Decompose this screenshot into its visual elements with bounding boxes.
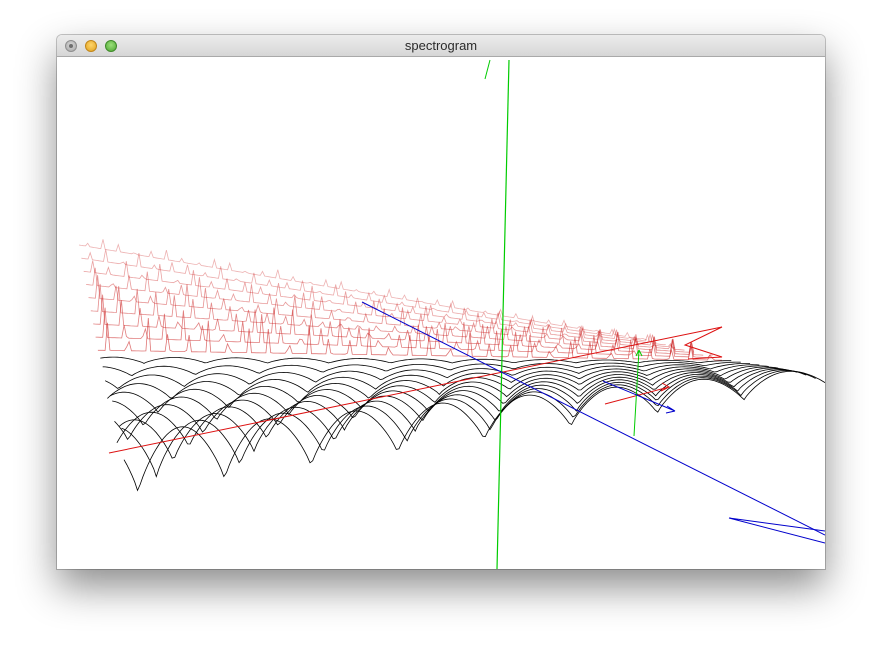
spectrum-trace — [119, 369, 807, 459]
spectrum-trace — [114, 367, 788, 441]
spectrum-trace — [90, 283, 695, 353]
x-axis — [108, 326, 723, 454]
spectrum-trace — [123, 370, 825, 492]
title-bar[interactable]: spectrogram — [57, 35, 825, 57]
spectrum-trace — [97, 317, 722, 361]
spectrum-trace — [121, 370, 816, 478]
spectrogram-3d-view — [78, 59, 825, 569]
y-axis — [484, 59, 643, 569]
gl-viewport[interactable] — [57, 57, 825, 569]
spectrum-trace — [95, 307, 713, 358]
spectrum-traces — [78, 239, 825, 492]
app-window: spectrogram — [57, 35, 825, 569]
minimize-button[interactable] — [85, 40, 97, 52]
spectrum-trace — [104, 363, 751, 389]
spectrum-trace — [109, 365, 769, 413]
spectrum-trace — [112, 366, 779, 426]
close-button[interactable] — [65, 40, 77, 52]
spectrum-trace — [107, 364, 760, 399]
spectrum-trace — [81, 249, 657, 343]
spectrum-trace — [102, 361, 741, 376]
spectrum-trace — [78, 239, 648, 341]
z-axis — [361, 301, 825, 544]
zoom-button[interactable] — [105, 40, 117, 52]
spectrum-trace — [100, 356, 732, 364]
spectrum-trace — [116, 368, 798, 445]
window-title: spectrogram — [404, 38, 478, 53]
spectrum-trace — [86, 267, 676, 348]
spectrum-trace — [88, 275, 685, 351]
